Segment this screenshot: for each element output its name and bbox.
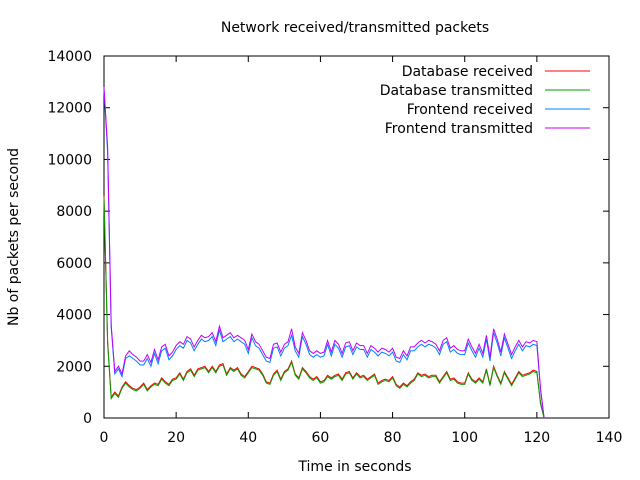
x-tick-label: 140: [596, 430, 623, 446]
series-line: [103, 86, 545, 419]
x-tick-label: 80: [384, 430, 402, 446]
x-tick-label: 0: [100, 430, 109, 446]
y-tick-label: 2000: [56, 359, 92, 375]
y-tick-label: 6000: [56, 256, 92, 272]
axis-ticks: 0 20 40 60 80 100 120 140 0 2000 4000 6000 8000 10000…: [47, 49, 622, 446]
legend-label: Database received: [402, 64, 533, 80]
x-tick-label: 60: [312, 430, 330, 446]
y-axis-label: Nb of packets per second: [6, 148, 22, 326]
chart-title: Network received/transmitted packets: [221, 20, 489, 36]
plot-frame: [103, 55, 610, 419]
series-line: [103, 195, 545, 419]
legend-label: Database transmitted: [380, 83, 533, 99]
y-tick-label: 14000: [47, 49, 92, 65]
y-tick-label: 12000: [47, 101, 92, 117]
y-tick-label: 4000: [56, 308, 92, 324]
x-tick-label: 20: [167, 430, 185, 446]
series-lines: [103, 86, 545, 419]
legend-label: Frontend transmitted: [385, 121, 533, 137]
x-tick-label: 120: [523, 430, 550, 446]
x-tick-label: 100: [451, 430, 478, 446]
y-tick-label: 0: [83, 411, 92, 427]
y-tick-label: 8000: [56, 204, 92, 220]
legend: Database received Database transmitted Fro…: [380, 64, 590, 137]
series-line: [103, 89, 545, 419]
legend-label: Frontend received: [407, 102, 533, 118]
x-tick-label: 40: [239, 430, 257, 446]
y-tick-label: 10000: [47, 152, 92, 168]
x-axis-label: Time in seconds: [297, 459, 411, 475]
series-line: [103, 198, 545, 419]
